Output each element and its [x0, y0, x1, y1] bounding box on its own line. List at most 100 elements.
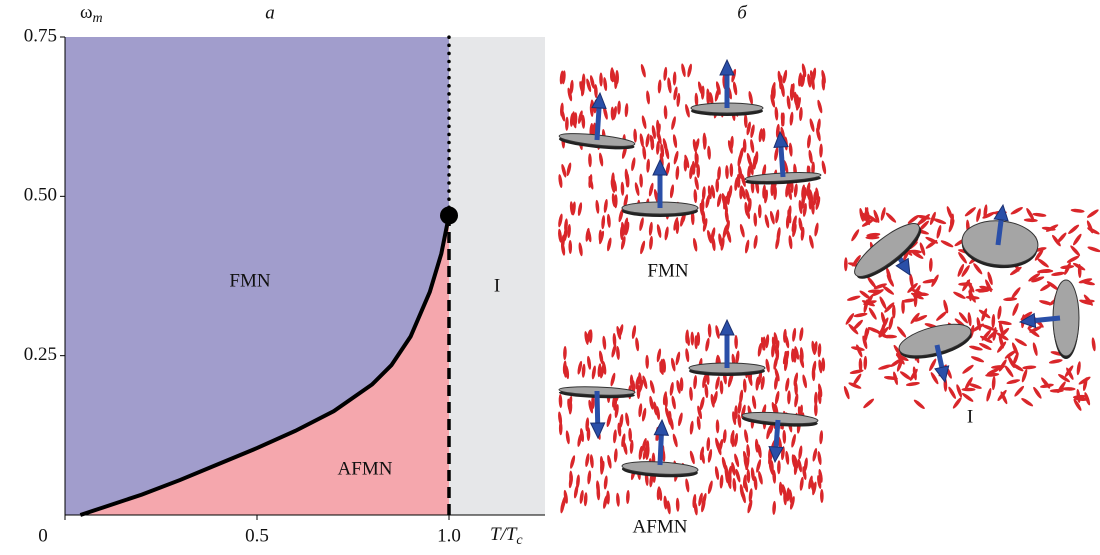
mesogen-rod — [1076, 361, 1082, 375]
mesogen-rod — [631, 325, 637, 339]
mesogen-rod — [862, 397, 875, 409]
moment-arrow — [597, 391, 598, 428]
mesogen-rod — [764, 214, 771, 228]
mesogen-rod — [589, 454, 594, 468]
moment-arrowhead — [720, 60, 734, 75]
mesogen-rod — [885, 212, 898, 224]
mesogen-rod — [751, 395, 757, 409]
mesogen-rod — [1024, 218, 1038, 222]
mesogen-rod — [947, 386, 957, 400]
mesogen-rod — [1087, 245, 1100, 253]
mesogen-rod — [572, 111, 576, 125]
mesogen-rod — [946, 206, 954, 220]
mesogen-rod — [1049, 358, 1063, 364]
mesogen-rod — [782, 69, 788, 83]
y-tick-label: 0.25 — [24, 344, 57, 365]
mesogen-rod — [613, 429, 618, 443]
mesogen-rod — [599, 73, 603, 87]
mesogen-rod — [1091, 337, 1096, 351]
mesogen-rod — [578, 242, 584, 256]
mesogen-rod — [853, 312, 867, 318]
mesogen-rod — [769, 210, 776, 224]
mesogen-rod — [798, 445, 803, 459]
moment-arrowhead — [653, 160, 667, 175]
mesogen-rod — [648, 222, 653, 236]
mesogen-rod — [1010, 286, 1021, 299]
x-tick-label: 1.0 — [437, 525, 461, 546]
mesogen-rod — [672, 433, 679, 447]
mesogen-rod — [1037, 268, 1051, 274]
mesogen-rod — [942, 299, 949, 313]
mesogen-rod — [641, 115, 648, 129]
mesogen-rod — [663, 105, 667, 119]
mesogen-rod — [784, 377, 790, 391]
mesogen-rod — [820, 70, 826, 84]
mesogen-rod — [789, 112, 794, 126]
mesogen-rod — [765, 358, 771, 372]
mesogen-rod — [616, 493, 621, 507]
mesogen-rod — [965, 295, 979, 300]
phase-label: I — [967, 406, 973, 427]
mesogen-rod — [707, 146, 711, 160]
mesogen-rod — [1006, 378, 1020, 385]
mesogen-rod — [765, 334, 770, 348]
mesogen-rod — [758, 204, 762, 218]
mesogen-rod — [715, 178, 719, 192]
mesogen-rod — [708, 324, 712, 338]
mesogen-rod — [814, 222, 820, 236]
mesogen-rod — [1062, 387, 1076, 391]
mesogen-rod — [788, 142, 793, 156]
mesogen-rod — [970, 355, 984, 364]
mesogen-rod — [624, 412, 630, 426]
mesogen-rod — [755, 459, 762, 473]
mesogen-rod — [806, 134, 811, 148]
mesogen-rod — [929, 258, 933, 272]
mesogen-rod — [689, 421, 694, 435]
mesogen-rod — [670, 116, 677, 130]
mesogen-rod — [906, 381, 920, 387]
mesogen-rod — [606, 214, 611, 228]
x-tick-label: 0.5 — [245, 525, 269, 546]
mesogen-rod — [568, 474, 574, 488]
mesogen-rod — [852, 319, 864, 332]
mesogen-rod — [883, 335, 897, 339]
mesogen-rod — [601, 215, 606, 229]
mesogen-rod — [671, 395, 677, 409]
mesogen-rod — [640, 64, 647, 78]
mesogen-rod — [670, 357, 676, 371]
mesogen-rod — [888, 316, 895, 330]
mesogen-rod — [774, 391, 780, 405]
mesogen-rod — [744, 114, 748, 128]
mesogen-rod — [639, 240, 646, 254]
mesogen-rod — [961, 364, 974, 375]
mesogen-rod — [719, 380, 723, 394]
mesogen-rod — [630, 157, 636, 171]
mesogen-rod — [606, 413, 613, 427]
mesogen-rod — [809, 118, 816, 132]
mesogen-rod — [669, 382, 675, 396]
mesogen-rod — [808, 235, 815, 249]
mesogen-rod — [565, 430, 571, 444]
mesogen-rod — [1060, 265, 1074, 270]
mesogen-rod — [616, 346, 621, 360]
mesogen-rod — [964, 206, 977, 218]
mesogen-rod — [940, 239, 954, 248]
moment-arrowhead — [720, 320, 734, 335]
mesogen-rod — [868, 307, 878, 321]
mesogen-rod — [1020, 397, 1034, 408]
mesogen-rod — [880, 207, 887, 221]
x-label-sub: c — [516, 533, 523, 548]
mesogen-rod — [878, 296, 887, 310]
phase-label: FMN — [647, 260, 688, 281]
mesogen-rod — [1039, 282, 1053, 292]
mesogen-rod — [716, 193, 722, 207]
mesogen-rod — [628, 428, 632, 442]
mesogen-rod — [722, 429, 727, 443]
mesogen-rod — [586, 356, 592, 370]
mesogen-rod — [787, 390, 791, 404]
mesogen-rod — [684, 478, 690, 492]
mesogen-rod — [843, 385, 851, 399]
mesogen-rod — [692, 238, 698, 252]
y-tick-label: 0.75 — [24, 25, 57, 46]
mesogen-rod — [656, 130, 663, 144]
